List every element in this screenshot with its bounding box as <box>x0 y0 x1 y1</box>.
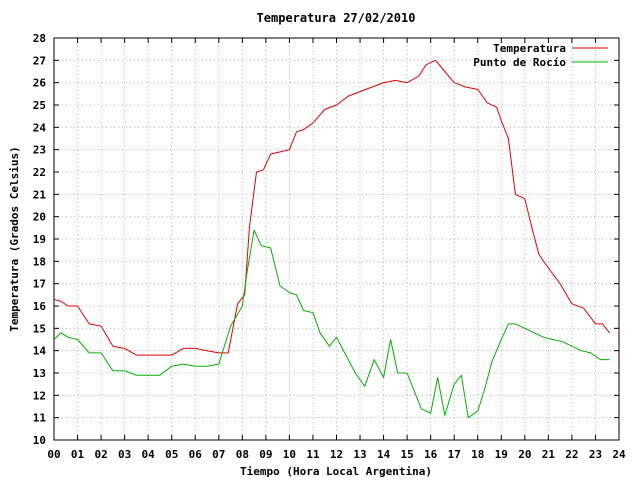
y-tick-label: 18 <box>33 255 46 268</box>
y-tick-label: 16 <box>33 300 47 313</box>
x-tick-label: 19 <box>495 448 508 461</box>
x-tick-label: 18 <box>471 448 484 461</box>
x-tick-label: 17 <box>448 448 461 461</box>
x-tick-label: 21 <box>542 448 556 461</box>
y-tick-label: 26 <box>33 77 47 90</box>
chart-title: Temperatura 27/02/2010 <box>257 11 416 25</box>
x-tick-label: 24 <box>612 448 626 461</box>
x-tick-label: 16 <box>424 448 438 461</box>
y-tick-label: 20 <box>33 211 46 224</box>
x-tick-label: 10 <box>283 448 296 461</box>
y-tick-labels: 10 11 12 13 14 15 16 17 18 19 20 21 22 23 24 25 26 27 28 <box>33 32 47 447</box>
y-tick-label: 24 <box>33 121 47 134</box>
series-line-temperatura <box>53 59 610 356</box>
x-tick-label: 09 <box>259 448 272 461</box>
y-tick-label: 21 <box>33 188 47 201</box>
x-tick-label: 06 <box>189 448 203 461</box>
x-tick-label: 02 <box>94 448 107 461</box>
x-tick-label: 13 <box>353 448 366 461</box>
y-tick-label: 15 <box>33 322 46 335</box>
series-lines <box>53 59 610 419</box>
x-tick-label: 23 <box>589 448 602 461</box>
y-tick-label: 28 <box>33 32 46 45</box>
y-tick-label: 10 <box>33 434 46 447</box>
x-tick-label: 07 <box>212 448 225 461</box>
x-tick-labels: 00 01 02 03 04 05 06 07 08 09 10 11 12 13 14 15 16 17 18 19… <box>47 448 626 461</box>
x-tick-label: 08 <box>236 448 249 461</box>
y-tick-label: 17 <box>33 278 46 291</box>
y-tick-label: 23 <box>33 144 46 157</box>
x-tick-label: 15 <box>401 448 414 461</box>
grid-lines <box>54 38 619 440</box>
series-line-punto-de-rocio <box>53 229 610 419</box>
legend-label: Punto de Rocío <box>473 56 566 69</box>
x-tick-label: 04 <box>142 448 156 461</box>
y-tick-label: 22 <box>33 166 46 179</box>
y-axis-label: Temperatura (Grados Celsius) <box>8 146 21 331</box>
x-tick-label: 12 <box>330 448 343 461</box>
legend-label: Temperatura <box>493 42 566 55</box>
x-tick-label: 00 <box>47 448 60 461</box>
axis-ticks <box>53 37 620 441</box>
x-tick-label: 14 <box>377 448 391 461</box>
x-tick-label: 22 <box>565 448 578 461</box>
x-tick-label: 11 <box>306 448 320 461</box>
y-tick-label: 13 <box>33 367 46 380</box>
y-tick-label: 27 <box>33 54 46 67</box>
x-tick-label: 03 <box>118 448 131 461</box>
x-tick-label: 05 <box>165 448 178 461</box>
x-tick-label: 20 <box>518 448 531 461</box>
x-axis-label: Tiempo (Hora Local Argentina) <box>240 465 432 478</box>
y-tick-label: 14 <box>33 345 47 358</box>
x-tick-label: 01 <box>71 448 85 461</box>
y-tick-label: 25 <box>33 99 46 112</box>
y-tick-label: 12 <box>33 389 46 402</box>
y-tick-label: 11 <box>33 412 47 425</box>
y-tick-label: 19 <box>33 233 46 246</box>
